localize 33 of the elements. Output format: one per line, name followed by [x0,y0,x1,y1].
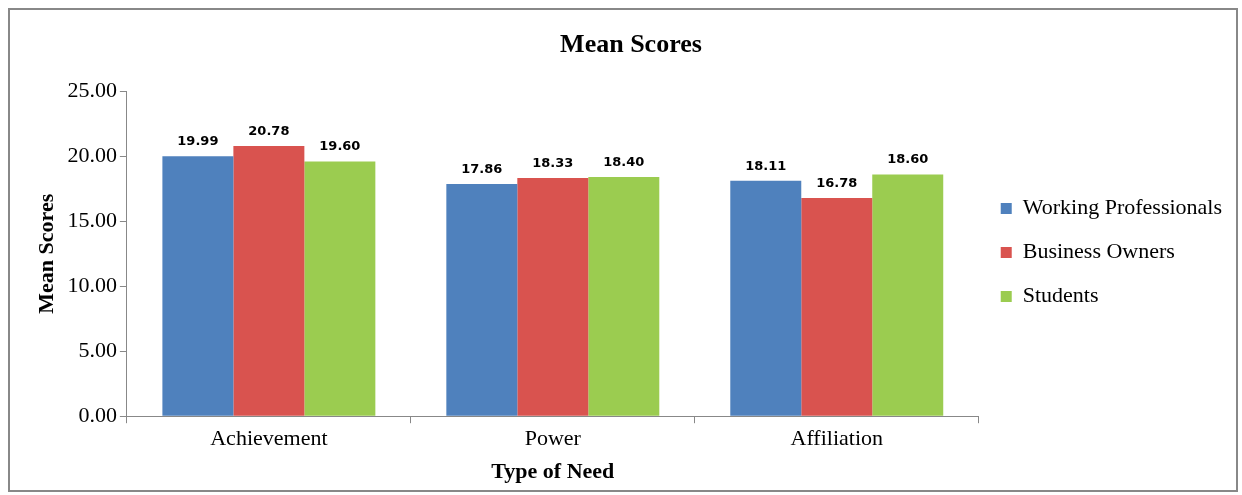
y-tick-label: 10.00 [67,271,117,297]
y-tick-label: 25.00 [67,76,117,102]
bar [872,174,944,416]
y-tick-label: 20.00 [67,141,117,167]
bar [446,184,518,416]
data-label: 17.86 [461,160,503,176]
bar [233,146,305,416]
x-tick-label: Affiliation [790,425,883,451]
data-label: 18.60 [887,151,929,167]
x-axis-title: Type of Need [491,458,615,484]
bar [517,177,589,416]
y-tick-label: 5.00 [78,336,117,362]
bar [162,156,234,416]
data-label: 19.60 [319,138,361,154]
y-tick-label: 0.00 [78,401,117,427]
legend-label: Students [1022,282,1099,308]
y-tick-label: 15.00 [67,206,117,232]
y-axis-title: Mean Scores [32,193,58,314]
bar [801,198,873,416]
x-tick-label: Achievement [210,425,328,451]
x-tick-label: Power [524,425,582,451]
chart-title: Mean Scores [560,29,702,59]
data-label: 19.99 [177,133,219,149]
data-label: 18.11 [745,157,787,173]
bar [730,180,802,416]
data-label: 16.78 [816,174,858,190]
legend-label: Business Owners [1022,238,1175,264]
legend-label: Working Professionals [1022,194,1223,220]
bar [304,161,376,416]
bar [588,177,660,416]
data-label: 18.40 [603,153,645,169]
data-label: 20.78 [248,122,290,138]
data-label: 18.33 [532,154,574,170]
